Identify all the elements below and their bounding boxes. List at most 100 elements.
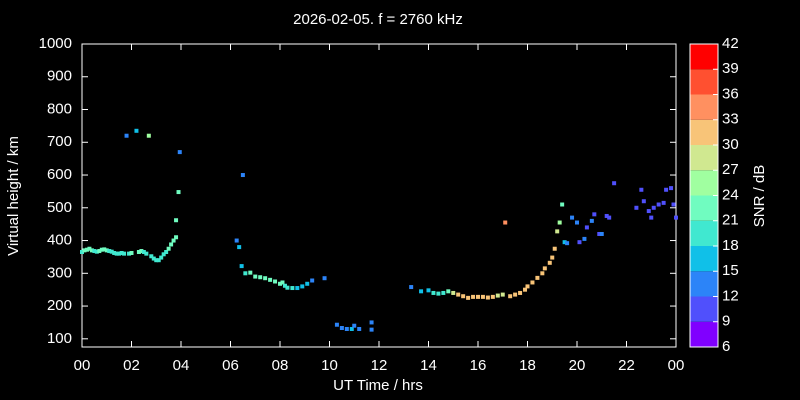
point: [149, 254, 154, 259]
x-tick-label: 08: [272, 357, 289, 374]
point: [352, 323, 357, 328]
point: [565, 241, 570, 246]
point: [119, 250, 124, 255]
point: [441, 290, 446, 295]
point: [508, 294, 513, 299]
colorbar-tick-label: 36: [722, 85, 739, 102]
point: [426, 288, 431, 293]
point: [334, 322, 339, 327]
point: [471, 294, 476, 299]
y-tick-label: 500: [47, 199, 72, 216]
point: [92, 249, 97, 254]
point: [305, 281, 310, 286]
point: [144, 251, 149, 256]
point: [490, 294, 495, 299]
colorbar-tick-label: 12: [722, 287, 739, 304]
y-tick-label: 700: [47, 133, 72, 150]
colorbar-tick-label: 6: [722, 338, 730, 355]
point: [550, 255, 555, 260]
plot-frame: [81, 43, 677, 348]
point: [646, 209, 651, 214]
point: [540, 271, 545, 276]
x-tick-label: 10: [321, 357, 338, 374]
point: [557, 220, 562, 225]
point: [641, 199, 646, 204]
point: [136, 250, 141, 255]
y-axis-label: Virtual height / km: [5, 136, 22, 256]
point: [282, 283, 287, 288]
point: [671, 202, 676, 207]
point: [161, 252, 166, 257]
point: [177, 150, 182, 155]
point: [451, 290, 456, 295]
point: [674, 215, 678, 220]
point: [295, 286, 300, 291]
point: [562, 240, 567, 245]
point: [525, 284, 530, 289]
point: [89, 248, 94, 253]
x-tick-label: 00: [74, 357, 91, 374]
point: [239, 264, 244, 269]
point: [612, 181, 617, 186]
colorbar-band: [690, 321, 718, 347]
colorbar-band: [690, 271, 718, 297]
point: [542, 266, 547, 271]
y-tick-label: 100: [47, 330, 72, 347]
point: [476, 294, 480, 299]
point: [604, 213, 609, 218]
point: [174, 235, 179, 240]
point: [151, 256, 156, 261]
colorbar-tick-label: 9: [722, 313, 730, 330]
point: [82, 248, 87, 253]
point: [535, 275, 540, 280]
point: [290, 286, 295, 291]
colorbar-tick-label: 42: [722, 35, 739, 52]
point: [552, 246, 557, 251]
point: [300, 284, 305, 289]
colorbar-band: [690, 44, 718, 70]
point: [500, 292, 505, 297]
x-axis-label: UT Time / hrs: [333, 377, 423, 394]
point: [649, 215, 654, 220]
point: [176, 190, 181, 195]
point: [369, 320, 374, 325]
point: [419, 289, 424, 294]
point: [322, 276, 327, 281]
point: [547, 260, 552, 265]
point: [243, 271, 248, 276]
point: [656, 202, 661, 207]
point: [597, 231, 602, 236]
point: [530, 280, 535, 285]
colorbar-tick-label: 21: [722, 212, 739, 229]
point: [164, 250, 169, 255]
colorbar-tick-label: 27: [722, 161, 739, 178]
point: [349, 326, 354, 331]
point: [589, 218, 594, 223]
point: [154, 258, 159, 263]
x-tick-label: 20: [569, 357, 586, 374]
x-tick-label: 22: [618, 357, 635, 374]
point: [466, 295, 471, 300]
point: [124, 133, 129, 138]
point: [80, 250, 84, 255]
point: [127, 251, 132, 256]
point: [109, 249, 114, 254]
colorbar-band: [690, 195, 718, 221]
point: [240, 173, 245, 178]
colorbar-tick-label: 30: [722, 136, 739, 153]
x-tick-label: 12: [371, 357, 388, 374]
colorbar-tick-label: 39: [722, 60, 739, 77]
x-tick-label: 18: [519, 357, 536, 374]
colorbar-band: [690, 296, 718, 322]
point: [669, 186, 674, 191]
point: [431, 290, 436, 295]
point: [461, 294, 466, 299]
point: [436, 291, 441, 296]
y-tick-label: 900: [47, 68, 72, 85]
point: [84, 247, 89, 252]
point: [577, 240, 582, 245]
point: [518, 290, 523, 295]
point: [87, 246, 92, 251]
point: [285, 285, 290, 290]
